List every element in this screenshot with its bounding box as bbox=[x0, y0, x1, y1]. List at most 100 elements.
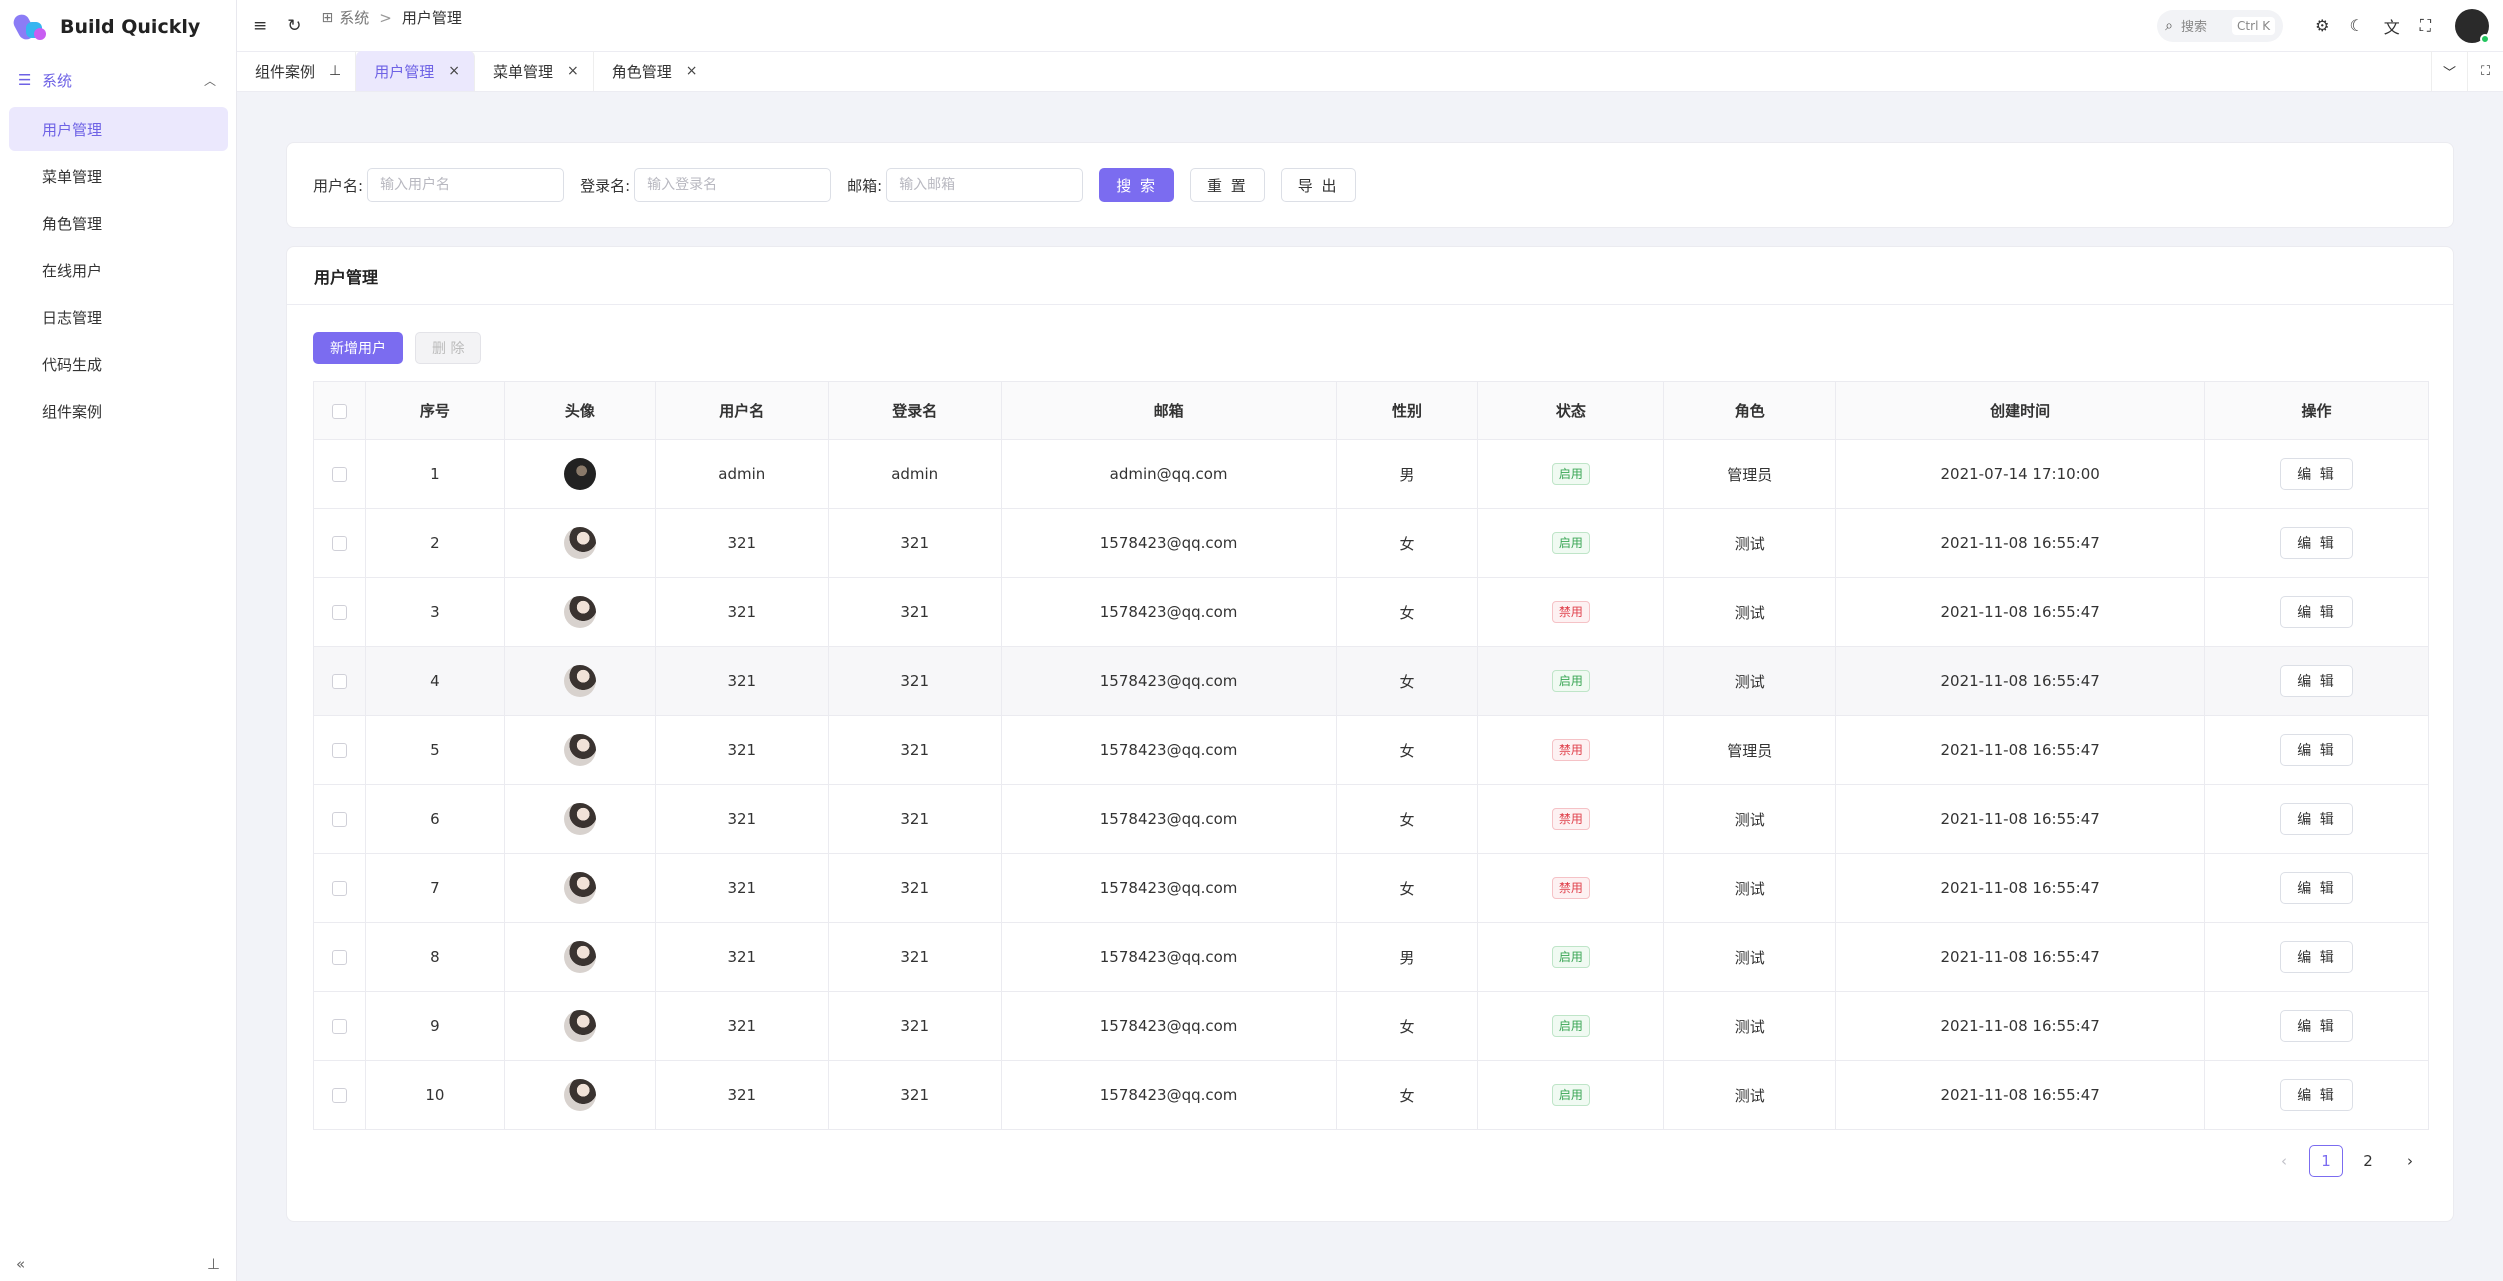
edit-button[interactable]: 编 辑 bbox=[2280, 527, 2353, 559]
status-badge: 启用 bbox=[1551, 1084, 1590, 1106]
logo-icon bbox=[10, 11, 50, 43]
breadcrumb-separator: > bbox=[379, 8, 392, 27]
username-cell: 321 bbox=[654, 508, 829, 578]
menu-list-icon: ☰ bbox=[18, 71, 32, 89]
logo[interactable]: Build Quickly bbox=[0, 0, 236, 54]
email-input[interactable] bbox=[886, 168, 1084, 202]
edit-button[interactable]: 编 辑 bbox=[2280, 803, 2353, 835]
tab-menu-management[interactable]: 菜单管理 × bbox=[475, 51, 594, 91]
app-title: Build Quickly bbox=[60, 16, 201, 38]
close-icon[interactable]: × bbox=[566, 63, 579, 79]
email-cell: 1578423@qq.com bbox=[1000, 991, 1337, 1061]
page-button[interactable]: 2 bbox=[2363, 1152, 2373, 1170]
pin-icon[interactable]: ⊥ bbox=[206, 1255, 220, 1273]
edit-button[interactable]: 编 辑 bbox=[2280, 734, 2353, 766]
row-checkbox[interactable] bbox=[331, 605, 347, 620]
global-search[interactable]: ⌕ 搜索 Ctrl K bbox=[2157, 9, 2284, 42]
avatar bbox=[563, 803, 596, 835]
refresh-icon[interactable]: ↻ bbox=[287, 15, 302, 36]
column-header: 用户名 bbox=[654, 381, 829, 440]
collapse-sidebar-icon[interactable]: « bbox=[16, 1255, 26, 1273]
tab-role-management[interactable]: 角色管理 × bbox=[594, 51, 712, 91]
edit-button[interactable]: 编 辑 bbox=[2280, 1010, 2353, 1042]
reset-button[interactable]: 重 置 bbox=[1189, 168, 1265, 202]
row-checkbox[interactable] bbox=[331, 881, 347, 896]
sidebar-item-label: 菜单管理 bbox=[42, 167, 103, 186]
table-row: 7 321 321 1578423@qq.com 女禁用 测试 2021-11-08 16:… bbox=[313, 853, 2429, 923]
sidebar-item[interactable]: 用户管理 bbox=[9, 107, 228, 151]
sidebar-group-system[interactable]: ☰ 系统 ︿ bbox=[0, 54, 236, 106]
next-page-icon[interactable]: › bbox=[2407, 1152, 2413, 1170]
sidebar-item[interactable]: 代码生成 bbox=[9, 342, 228, 386]
sidebar-item[interactable]: 在线用户 bbox=[9, 248, 228, 292]
maximize-icon[interactable]: ⛶ bbox=[2467, 51, 2503, 91]
pin-icon[interactable]: ⊥ bbox=[329, 63, 342, 79]
row-checkbox[interactable] bbox=[331, 674, 347, 689]
sidebar-item-label: 组件案例 bbox=[42, 402, 103, 421]
select-all-cell bbox=[313, 381, 366, 440]
tab-label: 菜单管理 bbox=[492, 62, 553, 81]
dark-mode-icon[interactable]: ☾ bbox=[2349, 16, 2364, 35]
email-cell: 1578423@qq.com bbox=[1000, 1060, 1337, 1130]
username-cell: 321 bbox=[654, 991, 829, 1061]
created-cell: 2021-11-08 16:55:47 bbox=[1835, 991, 2206, 1061]
email-label: 邮箱: bbox=[847, 176, 883, 195]
table-row: 5 321 321 1578423@qq.com 女禁用 管理员 2021-11-08 16… bbox=[313, 715, 2429, 785]
settings-icon[interactable]: ⚙ bbox=[2315, 16, 2330, 35]
username-cell: 321 bbox=[654, 853, 829, 923]
row-number: 9 bbox=[364, 991, 505, 1061]
login-cell: 321 bbox=[827, 922, 1002, 992]
add-user-button[interactable]: 新增用户 bbox=[313, 332, 403, 364]
row-number: 5 bbox=[364, 715, 505, 785]
column-header: 创建时间 bbox=[1835, 381, 2206, 440]
sidebar-item[interactable]: 菜单管理 bbox=[9, 154, 228, 198]
row-checkbox[interactable] bbox=[331, 1088, 347, 1103]
row-checkbox[interactable] bbox=[331, 950, 347, 965]
edit-button[interactable]: 编 辑 bbox=[2280, 1079, 2353, 1111]
created-cell: 2021-11-08 16:55:47 bbox=[1835, 646, 2206, 716]
search-button[interactable]: 搜 索 bbox=[1099, 168, 1174, 202]
row-checkbox[interactable] bbox=[331, 1019, 347, 1034]
user-table-card: 用户管理 新增用户 删 除 序号 头像 用户名 登录名 邮箱 性别 状态 角色 … bbox=[286, 246, 2454, 1222]
row-checkbox[interactable] bbox=[331, 467, 347, 482]
delete-button[interactable]: 删 除 bbox=[415, 332, 482, 364]
login-field: 登录名: bbox=[580, 168, 832, 202]
created-cell: 2021-11-08 16:55:47 bbox=[1835, 508, 2206, 578]
tab-components[interactable]: 组件案例 ⊥ bbox=[237, 51, 357, 91]
menu-toggle-icon[interactable]: ≡ bbox=[253, 15, 268, 36]
breadcrumb-current: 用户管理 bbox=[401, 9, 462, 27]
sidebar-item-label: 用户管理 bbox=[42, 120, 103, 139]
export-button[interactable]: 导 出 bbox=[1280, 168, 1356, 202]
row-checkbox[interactable] bbox=[331, 812, 347, 827]
username-cell: 321 bbox=[654, 715, 829, 785]
gender-cell: 女 bbox=[1335, 508, 1479, 578]
page-button[interactable]: 1 bbox=[2309, 1145, 2343, 1177]
breadcrumb-grid-icon: ⊞ bbox=[321, 9, 334, 26]
chevron-down-icon[interactable]: ﹀ bbox=[2431, 51, 2467, 91]
sidebar-item[interactable]: 角色管理 bbox=[9, 201, 228, 245]
username-label: 用户名: bbox=[313, 176, 364, 195]
edit-button[interactable]: 编 辑 bbox=[2280, 665, 2353, 697]
edit-button[interactable]: 编 辑 bbox=[2280, 941, 2353, 973]
edit-button[interactable]: 编 辑 bbox=[2280, 872, 2353, 904]
prev-page-icon[interactable]: ‹ bbox=[2281, 1152, 2287, 1170]
close-icon[interactable]: × bbox=[685, 63, 698, 79]
column-header: 操作 bbox=[2204, 381, 2429, 440]
sidebar-item[interactable]: 组件案例 bbox=[9, 389, 228, 433]
created-cell: 2021-11-08 16:55:47 bbox=[1835, 715, 2206, 785]
edit-button[interactable]: 编 辑 bbox=[2280, 458, 2353, 490]
user-avatar[interactable] bbox=[2455, 8, 2490, 44]
tab-user-management[interactable]: 用户管理 × bbox=[356, 51, 475, 91]
close-icon[interactable]: × bbox=[448, 63, 460, 79]
breadcrumb-item[interactable]: 系统 bbox=[339, 9, 370, 27]
row-checkbox[interactable] bbox=[331, 743, 347, 758]
username-input[interactable] bbox=[367, 168, 565, 202]
edit-button[interactable]: 编 辑 bbox=[2280, 596, 2353, 628]
username-cell: 321 bbox=[654, 784, 829, 854]
fullscreen-icon[interactable]: ⛶ bbox=[2419, 15, 2431, 35]
login-input[interactable] bbox=[634, 168, 832, 202]
sidebar-item[interactable]: 日志管理 bbox=[9, 295, 228, 339]
select-all-checkbox[interactable] bbox=[331, 403, 347, 419]
translate-icon[interactable]: 文 bbox=[2383, 17, 2400, 37]
row-checkbox[interactable] bbox=[331, 536, 347, 551]
